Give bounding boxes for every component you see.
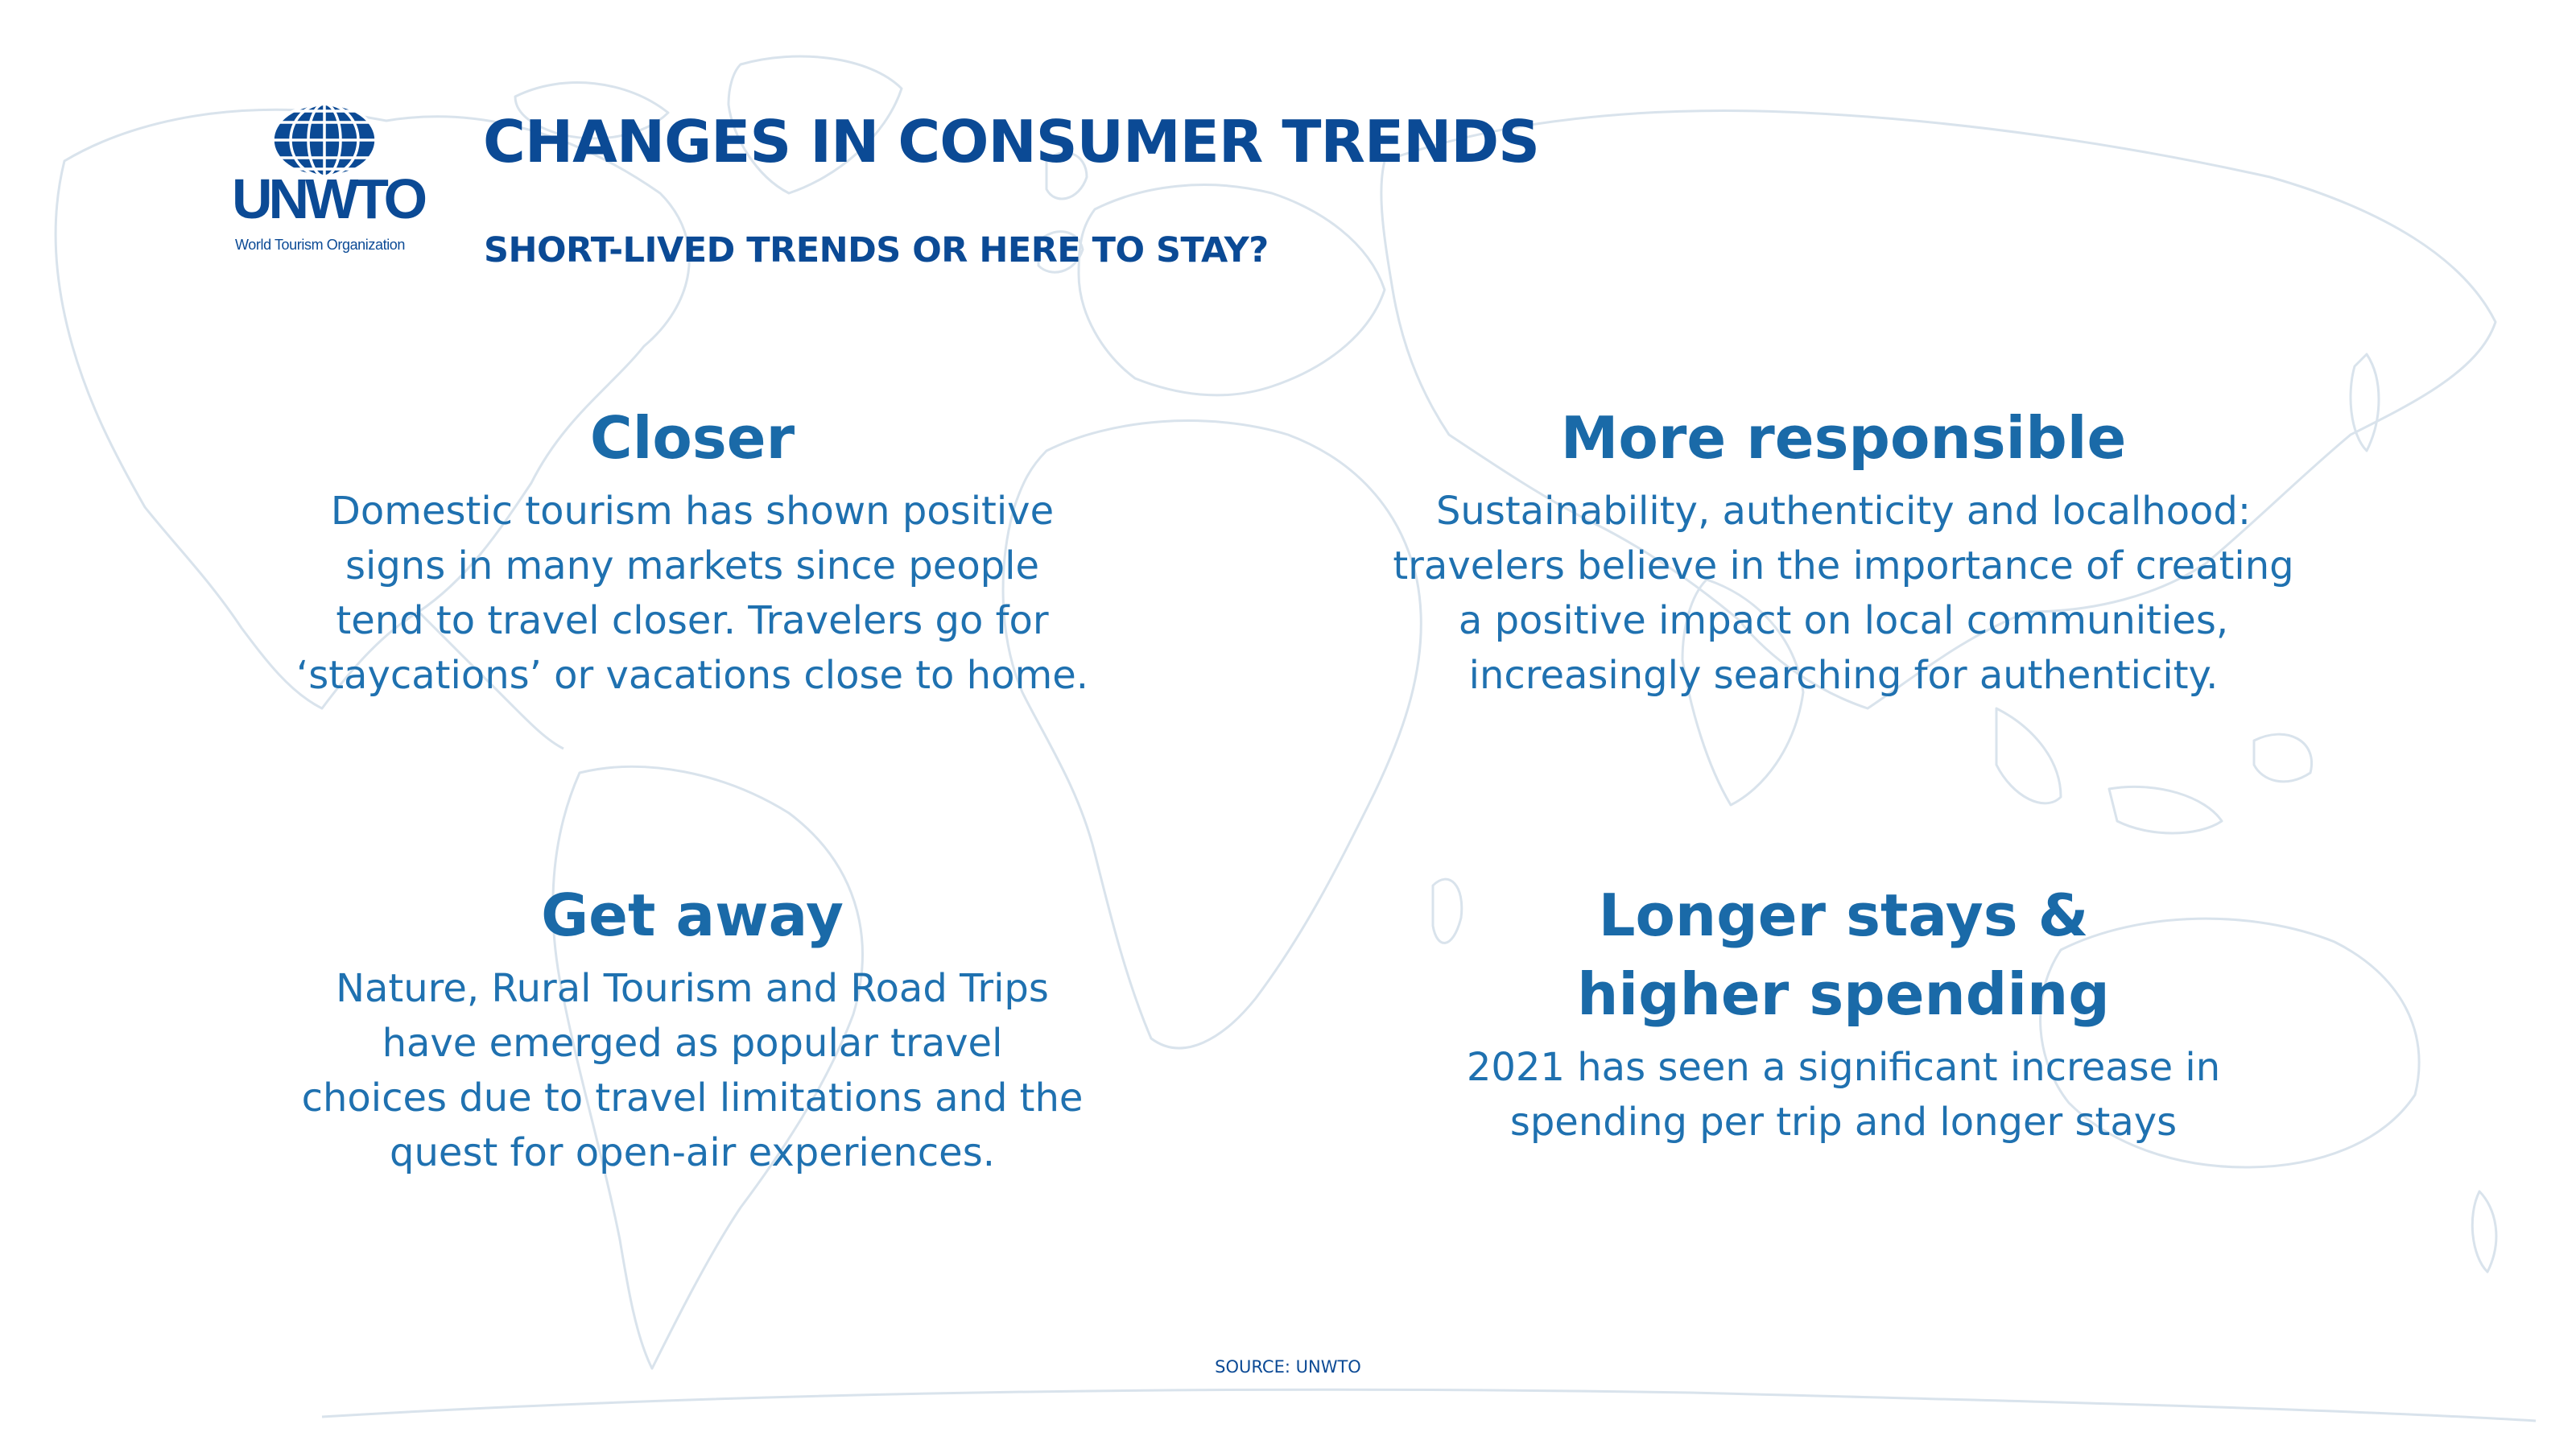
trend-card-more-responsible: More responsible Sustainability, authent… [1320, 398, 2367, 703]
trend-card-longer-stays: Longer stays & higher spending 2021 has … [1320, 876, 2367, 1150]
card-title-line: higher spending [1577, 960, 2110, 1028]
logo-acronym: UNWTO [232, 167, 427, 230]
source-note: SOURCE: UNWTO [1215, 1357, 1361, 1377]
card-body: Domestic tourism has shown positive sign… [169, 484, 1216, 703]
card-body-line: travelers believe in the importance of c… [1393, 543, 2294, 588]
card-body-line: increasingly searching for authenticity. [1468, 653, 2219, 698]
card-body-line: a positive impact on local communities, [1458, 598, 2229, 643]
card-body-line: Domestic tourism has shown positive [330, 489, 1055, 534]
card-title: More responsible [1560, 404, 2127, 472]
card-body-line: have emerged as popular travel [382, 1021, 1003, 1066]
card-body-line: ‘staycations’ or vacations close to home… [295, 653, 1089, 698]
trend-card-closer: Closer Domestic tourism has shown positi… [169, 398, 1216, 703]
globe-icon [271, 102, 378, 178]
trend-card-get-away: Get away Nature, Rural Tourism and Road … [169, 876, 1216, 1180]
page-title: CHANGES IN CONSUMER TRENDS [483, 108, 1540, 175]
card-title-line: Longer stays & [1598, 881, 2089, 949]
card-title: Get away [541, 881, 844, 949]
card-body-line: signs in many markets since people [345, 543, 1040, 588]
card-body: Nature, Rural Tourism and Road Trips hav… [169, 961, 1216, 1180]
logo-organization-name: World Tourism Organization [235, 237, 406, 253]
page-subtitle: SHORT-LIVED TRENDS OR HERE TO STAY? [484, 230, 1269, 270]
card-body-line: choices due to travel limitations and th… [301, 1075, 1084, 1121]
card-body-line: quest for open-air experiences. [390, 1130, 995, 1175]
unwto-logo: UNWTO World Tourism Organization [232, 100, 427, 261]
card-body-line: Sustainability, authenticity and localho… [1435, 489, 2252, 534]
card-body: 2021 has seen a significant increase in … [1320, 1040, 2367, 1150]
card-body-line: spending per trip and longer stays [1509, 1100, 2178, 1145]
card-body: Sustainability, authenticity and localho… [1320, 484, 2367, 703]
card-body-line: 2021 has seen a significant increase in [1466, 1045, 2221, 1090]
card-body-line: Nature, Rural Tourism and Road Trips [336, 966, 1049, 1011]
card-title: Longer stays & higher spending [1320, 876, 2367, 1034]
card-title: Closer [589, 404, 795, 472]
card-body-line: tend to travel closer. Travelers go for [336, 598, 1049, 643]
